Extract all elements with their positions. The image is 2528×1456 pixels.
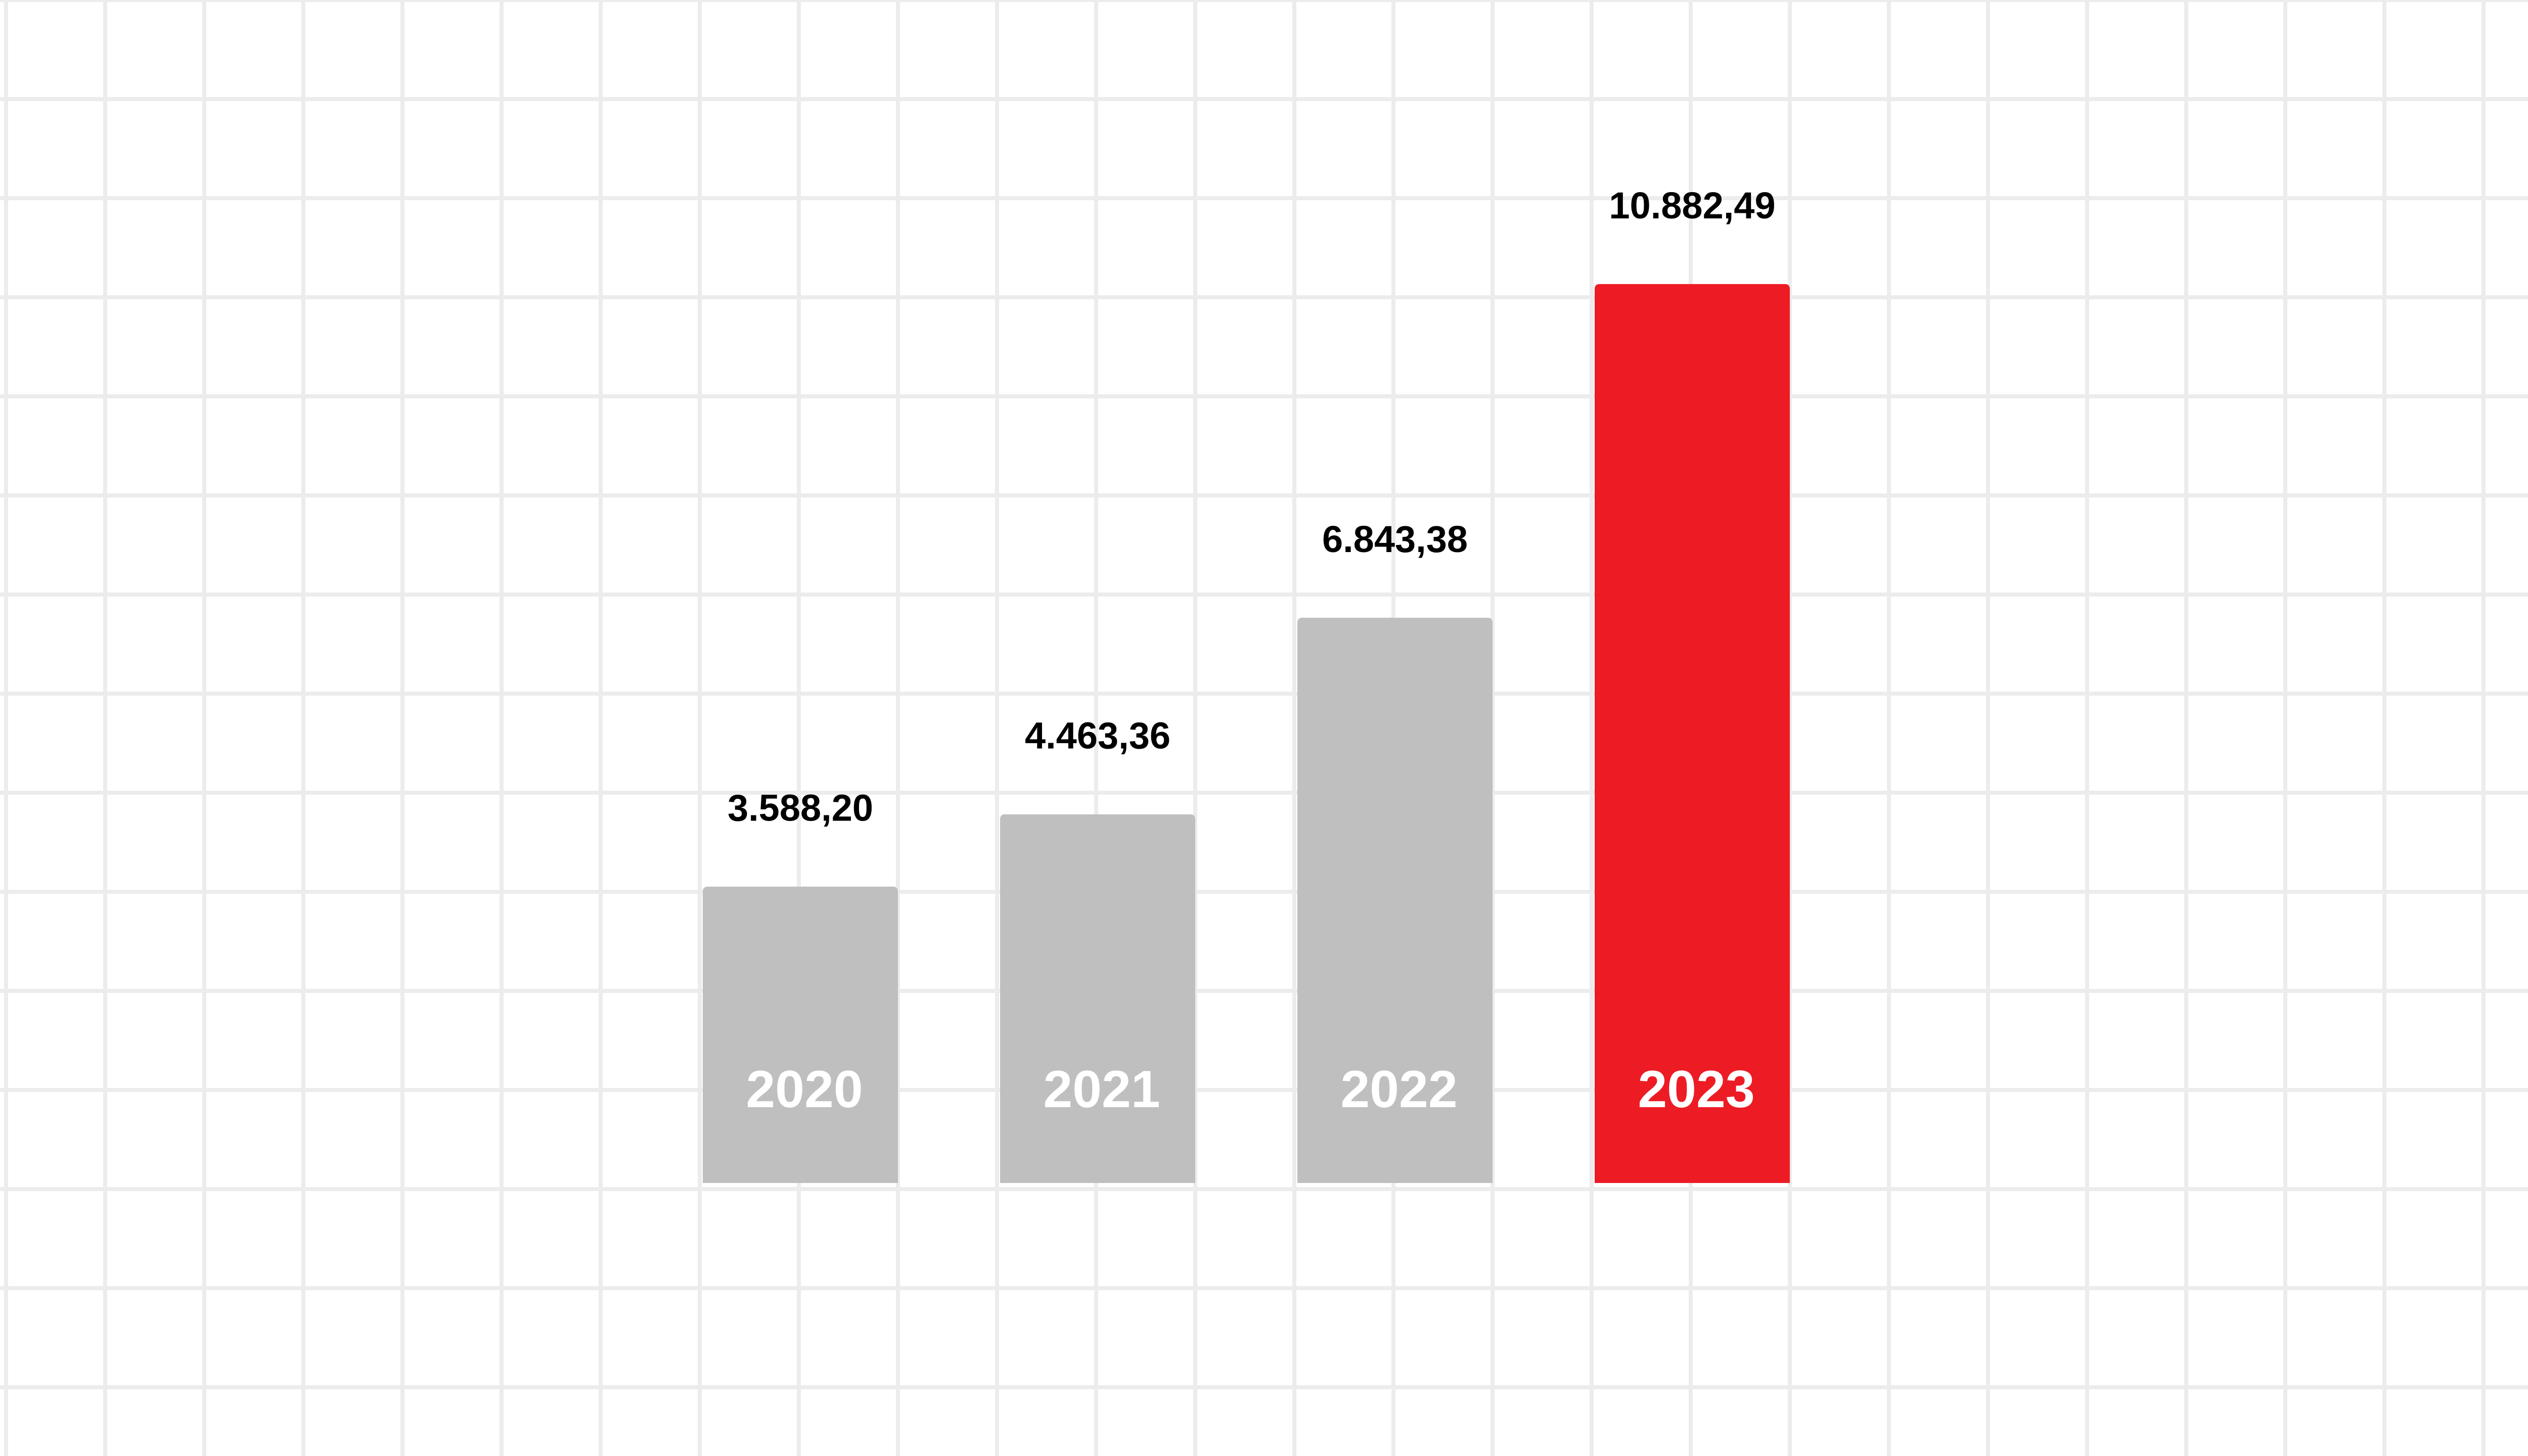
value-label-2022: 6.843,38 [1322, 518, 1468, 560]
category-label-2021: 2021 [1043, 1060, 1160, 1119]
category-label-2023: 2023 [1638, 1060, 1754, 1119]
value-label-2020: 3.588,20 [728, 787, 873, 829]
bar-2021 [1000, 814, 1195, 1183]
bar-2020 [703, 886, 898, 1183]
category-label-2022: 2022 [1340, 1060, 1457, 1119]
value-label-2021: 4.463,36 [1025, 715, 1170, 757]
category-label-2020: 2020 [746, 1060, 863, 1119]
value-label-2023: 10.882,49 [1609, 185, 1775, 226]
bar-2023 [1595, 284, 1790, 1183]
bars [703, 284, 1790, 1183]
bar-2022 [1297, 617, 1493, 1183]
value-labels: 3.588,20 4.463,36 6.843,38 10.882,49 [728, 185, 1776, 829]
category-labels: 2020 2021 2022 2023 [746, 1060, 1754, 1119]
